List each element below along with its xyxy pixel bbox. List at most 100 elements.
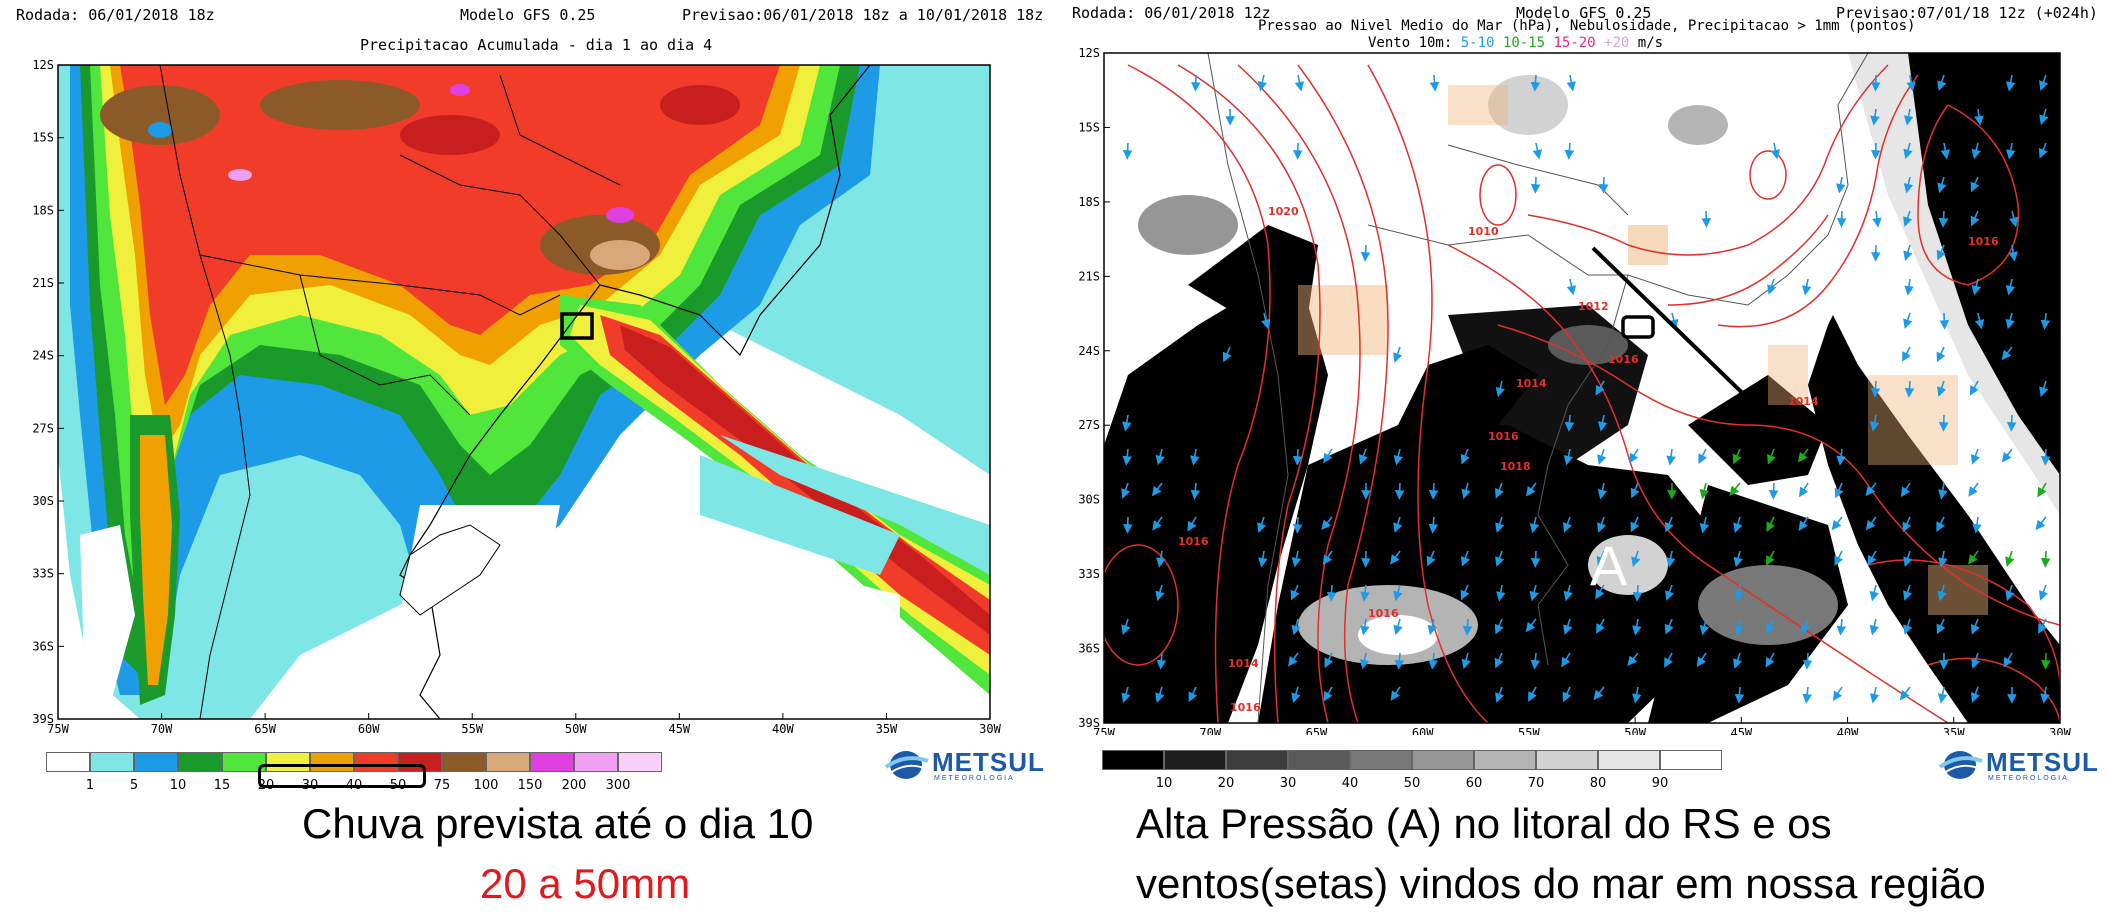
wind-arrow: [1291, 618, 1301, 636]
wind-arrow: [1869, 414, 1880, 432]
wind-arrow: [1970, 176, 1980, 193]
pressure-wind-panel: Rodada: 06/01/2018 12z Modelo GFS 0.25 P…: [1068, 0, 2108, 916]
run-date-label: Rodada: 06/01/2018 12z: [1072, 4, 1271, 22]
wind-arrow: [1974, 312, 1985, 330]
wind-arrow: [1462, 618, 1473, 636]
wind-arrow: [1188, 686, 1198, 703]
wind-arrow: [1902, 346, 1911, 362]
lon-tick-label: 70W: [1199, 726, 1221, 735]
wind-arrow: [1290, 584, 1300, 601]
wind-arrow: [1529, 516, 1540, 534]
wind-arrow: [1698, 448, 1708, 464]
isobar-label: 1016: [1488, 430, 1519, 443]
wind-arrow: [1596, 550, 1606, 567]
pressure-cloud-map: 1020 1010 1012 1016 1014 1016 1018 1016 1014 1016…: [1078, 46, 2071, 735]
wind-arrow: [1461, 482, 1471, 500]
wind-arrow: [1156, 652, 1167, 670]
wind-arrow: [1426, 550, 1436, 567]
wind-arrow: [1970, 686, 1980, 703]
colorbar-highlight-box: [258, 764, 426, 788]
wind-arrow: [2001, 448, 2013, 463]
wind-arrow: [1394, 482, 1405, 500]
wind-arrow: [1770, 142, 1781, 160]
colorbar-label: 30: [1279, 776, 1297, 791]
wind-arrow: [1937, 686, 1948, 704]
wind-arrow: [1291, 686, 1301, 704]
wind-arrow: [1427, 618, 1437, 636]
lat-tick-label: 15S: [32, 131, 54, 145]
wind-arrow: [1122, 142, 1133, 160]
colorbar-label: 300: [605, 778, 631, 793]
cloud-colorbar: 10 20 30 40 50 60 70 80 90: [1102, 750, 1722, 800]
colorbar-label: 50: [1403, 776, 1421, 791]
wind-arrow: [1562, 516, 1572, 533]
colorbar-cell: [1474, 750, 1536, 770]
wind-arrow: [1460, 584, 1470, 601]
lon-tick-label: 60W: [358, 722, 380, 735]
wind-arrow: [2005, 550, 2015, 567]
wind-arrow: [1261, 312, 1271, 330]
colorbar-label: 75: [433, 778, 451, 793]
wind-arrow: [1190, 482, 1201, 500]
colorbar-cell: [398, 752, 442, 772]
logo-text: METSUL: [1986, 747, 2099, 777]
wind-arrow: [1872, 210, 1882, 228]
caption-title: Chuva prevista até o dia 10: [302, 800, 814, 847]
wind-arrow: [1360, 618, 1370, 636]
wind-arrow: [1323, 686, 1333, 702]
precipitation-panel: Rodada: 06/01/2018 18z Modelo GFS 0.25 P…: [16, 6, 1044, 907]
wind-arrow: [2040, 686, 2050, 704]
wind-arrow: [1190, 448, 1200, 466]
wind-arrow: [1121, 686, 1131, 704]
wind-arrow: [1121, 482, 1131, 499]
wind-arrow: [1155, 448, 1165, 466]
colorbar-label: 70: [1527, 776, 1545, 791]
wind-arrow: [1938, 550, 1948, 568]
wind-arrow: [2008, 244, 2018, 262]
wind-arrow: [1494, 652, 1504, 669]
wind-arrow: [1561, 652, 1571, 668]
wind-arrow: [1322, 550, 1333, 566]
wind-arrow: [1834, 550, 1844, 567]
precipitation-colorbar: 1 5 10 15 20 30 40 50 75 100 150 200 300: [46, 752, 666, 802]
precipitation-field: [58, 65, 990, 719]
colorbar-label: 100: [473, 778, 499, 793]
lat-tick-label: 24S: [32, 349, 54, 363]
map-subtitle: Pressao ao Nivel Medio do Mar (hPa), Neb…: [1258, 18, 1916, 34]
lon-tick-label: 30W: [979, 722, 1001, 735]
wind-arrow: [1529, 584, 1539, 602]
wind-arrow: [1187, 516, 1197, 532]
lat-tick-label: 12S: [32, 58, 54, 72]
wind-arrow: [2040, 448, 2051, 466]
colorbar-cell: [90, 752, 134, 772]
lon-tick-label: 65W: [1306, 726, 1328, 735]
wind-arrow: [1798, 516, 1809, 531]
caption-rain-range: 20 a 50mm: [480, 860, 691, 907]
run-date-label: Rodada: 06/01/2018 18z: [16, 6, 215, 24]
wind-arrow: [1257, 516, 1267, 533]
wind-arrow: [1937, 176, 1947, 194]
lon-tick-label: 45W: [668, 722, 690, 735]
lon-tick-label: 45W: [1730, 726, 1752, 735]
wind-arrow: [1936, 516, 1945, 532]
lon-tick-label: 55W: [1518, 726, 1540, 735]
wind-arrow: [1360, 244, 1371, 262]
wind-arrow: [1428, 652, 1438, 670]
wind-arrow: [1765, 652, 1775, 668]
wind-arrow: [1494, 618, 1504, 635]
wind-arrow: [1595, 380, 1605, 396]
wind-arrow: [1970, 448, 1980, 465]
wind-arrow: [1323, 448, 1333, 464]
wind-arrow: [1903, 312, 1913, 329]
wind-arrow: [1903, 108, 1914, 126]
wind-arrow: [1940, 142, 1950, 160]
wind-arrow: [1460, 448, 1470, 465]
wind-arrow: [1122, 448, 1132, 466]
wind-legend-prefix: Vento 10m:: [1368, 35, 1453, 51]
wind-arrow: [1324, 652, 1334, 669]
wind-arrow: [1429, 74, 1440, 92]
wind-arrow: [1494, 482, 1504, 499]
wind-arrow: [1597, 448, 1607, 465]
isobar-label: 1016: [1968, 235, 1999, 248]
wind-arrow: [1699, 618, 1710, 636]
